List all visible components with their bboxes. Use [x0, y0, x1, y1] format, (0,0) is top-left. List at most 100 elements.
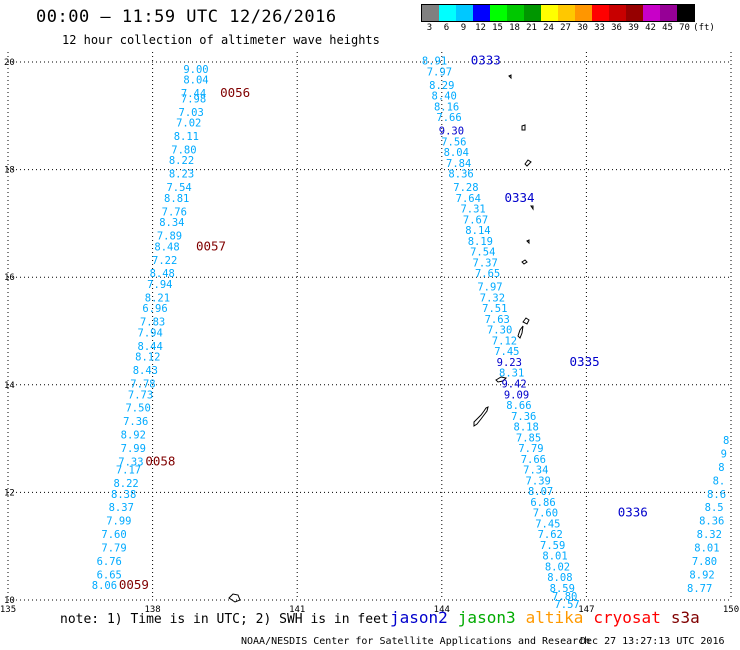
island-sarigan: [526, 239, 530, 245]
swh-value: 7.56: [441, 136, 466, 148]
swh-value: 8.12: [135, 352, 160, 364]
legend-label: 36: [611, 23, 622, 33]
lon-tick-label: 144: [434, 605, 450, 615]
swh-value: 7.57: [554, 599, 579, 611]
legend-swatch: [660, 5, 677, 21]
legend-swatch: [609, 5, 626, 21]
swh-value: 8.6: [707, 489, 726, 501]
island-rota: [495, 376, 508, 383]
swh-value: 8.92: [689, 569, 714, 581]
swh-value: 8.37: [109, 502, 134, 514]
swh-value: 7.80: [552, 591, 577, 603]
lat-tick-label: 16: [4, 273, 15, 283]
swh-value: 6.65: [97, 569, 122, 581]
swh-value: 8.91: [422, 56, 447, 68]
mission-cryosat: cryosat: [593, 608, 661, 627]
swh-value: 8.22: [169, 155, 194, 167]
legend-swatch: [677, 5, 694, 21]
legend-swatch-row: [421, 4, 695, 22]
swh-value: 8.29: [429, 80, 454, 92]
island-parece-vela: [228, 593, 241, 603]
swh-value: 7.17: [116, 465, 141, 477]
swh-value: 7.32: [480, 292, 505, 304]
island-maug: [508, 74, 512, 80]
swh-value: 7.89: [157, 231, 182, 243]
swh-value: 7.44: [181, 88, 206, 100]
island-asuncion: [530, 205, 534, 211]
legend-swatch: [507, 5, 524, 21]
lon-tick-label: 138: [144, 605, 160, 615]
swh-value: 9.42: [501, 378, 526, 390]
legend-label: 45: [662, 23, 673, 33]
legend-label: 12: [475, 23, 486, 33]
swh-value: 7.85: [516, 432, 541, 444]
swh-value: 8.: [713, 475, 726, 487]
swh-value: 8.23: [169, 169, 194, 181]
legend-label: 3: [426, 23, 433, 33]
legend-label: 24: [543, 23, 554, 33]
lat-tick-label: 18: [4, 166, 15, 176]
island-outlines: [228, 74, 534, 603]
swh-value: 8.5: [705, 502, 724, 514]
swh-value: 7.22: [152, 255, 177, 267]
legend-swatch: [541, 5, 558, 21]
swh-value: 8.38: [111, 489, 136, 501]
swh-value: 7.51: [482, 303, 507, 315]
swh-value: 8.43: [133, 365, 158, 377]
legend-unit: (ft): [693, 23, 715, 33]
swh-value: 8.22: [113, 478, 138, 490]
legend-swatch: [592, 5, 609, 21]
swh-value: 7.39: [526, 475, 551, 487]
lat-tick-label: 10: [4, 596, 15, 606]
swh-value: 7.54: [166, 182, 191, 194]
swh-value: 7.99: [121, 443, 146, 455]
pass-number-label: 0335: [570, 354, 600, 369]
lat-tick-label: 12: [4, 488, 15, 498]
swh-value: 8.21: [145, 292, 170, 304]
swh-value: 8.02: [545, 561, 570, 573]
mission-jason3: jason3: [457, 608, 516, 627]
swh-value: 9.23: [497, 357, 522, 369]
swh-value: 7.34: [523, 465, 548, 477]
swh-value: 7.60: [101, 529, 126, 541]
swh-value: 7.94: [147, 279, 172, 291]
swh-value: 7.84: [446, 158, 471, 170]
legend-swatch: [490, 5, 507, 21]
swh-value: 8.06: [92, 580, 117, 592]
swh-value: 7.03: [179, 107, 204, 119]
swh-value: 7.97: [477, 282, 502, 294]
swh-value: 9.30: [439, 126, 464, 138]
generated-timestamp: Dec 27 13:27:13 UTC 2016: [580, 636, 725, 647]
swh-value: 7.64: [456, 193, 481, 205]
swh-value: 8.59: [550, 583, 575, 595]
footer-note: note: 1) Time is in UTC; 2) SWH is in fe…: [60, 612, 389, 627]
legend-label: 6: [443, 23, 450, 33]
swh-value: 8.04: [444, 147, 469, 159]
swh-value: 8.34: [159, 217, 184, 229]
swh-value: 8.01: [542, 551, 567, 563]
swh-value: 6.96: [142, 303, 167, 315]
lat-tick-label: 20: [4, 58, 15, 68]
swh-value: 8.66: [506, 400, 531, 412]
swh-value: 7.76: [162, 206, 187, 218]
swh-value: 8.01: [694, 543, 719, 555]
island-agrihan: [521, 124, 526, 131]
swh-value: 7.12: [492, 335, 517, 347]
swh-value: 7.80: [171, 144, 196, 156]
swh-value: 7.30: [487, 325, 512, 337]
swh-value: 8.40: [432, 91, 457, 103]
pass-labels: 0056 0057 0058 0059 0333 0334 0335 0336: [119, 53, 648, 593]
pass-number-label: 0056: [220, 85, 250, 100]
pass-number-label: 0058: [145, 454, 175, 469]
swh-value: 7.36: [123, 416, 148, 428]
pass-number-label: 0057: [196, 238, 226, 253]
swh-value: 8.16: [434, 101, 459, 113]
swh-value: 7.67: [463, 214, 488, 226]
pass-number-label: 0059: [119, 577, 149, 592]
lon-tick-label: 135: [0, 605, 16, 615]
swh-value: 7.33: [118, 457, 143, 469]
swh-value: 6.76: [97, 556, 122, 568]
lon-tick-label: 150: [723, 605, 739, 615]
altimeter-tracks: 8.066.656.767.797.607.998.378.388.227.17…: [92, 56, 730, 611]
